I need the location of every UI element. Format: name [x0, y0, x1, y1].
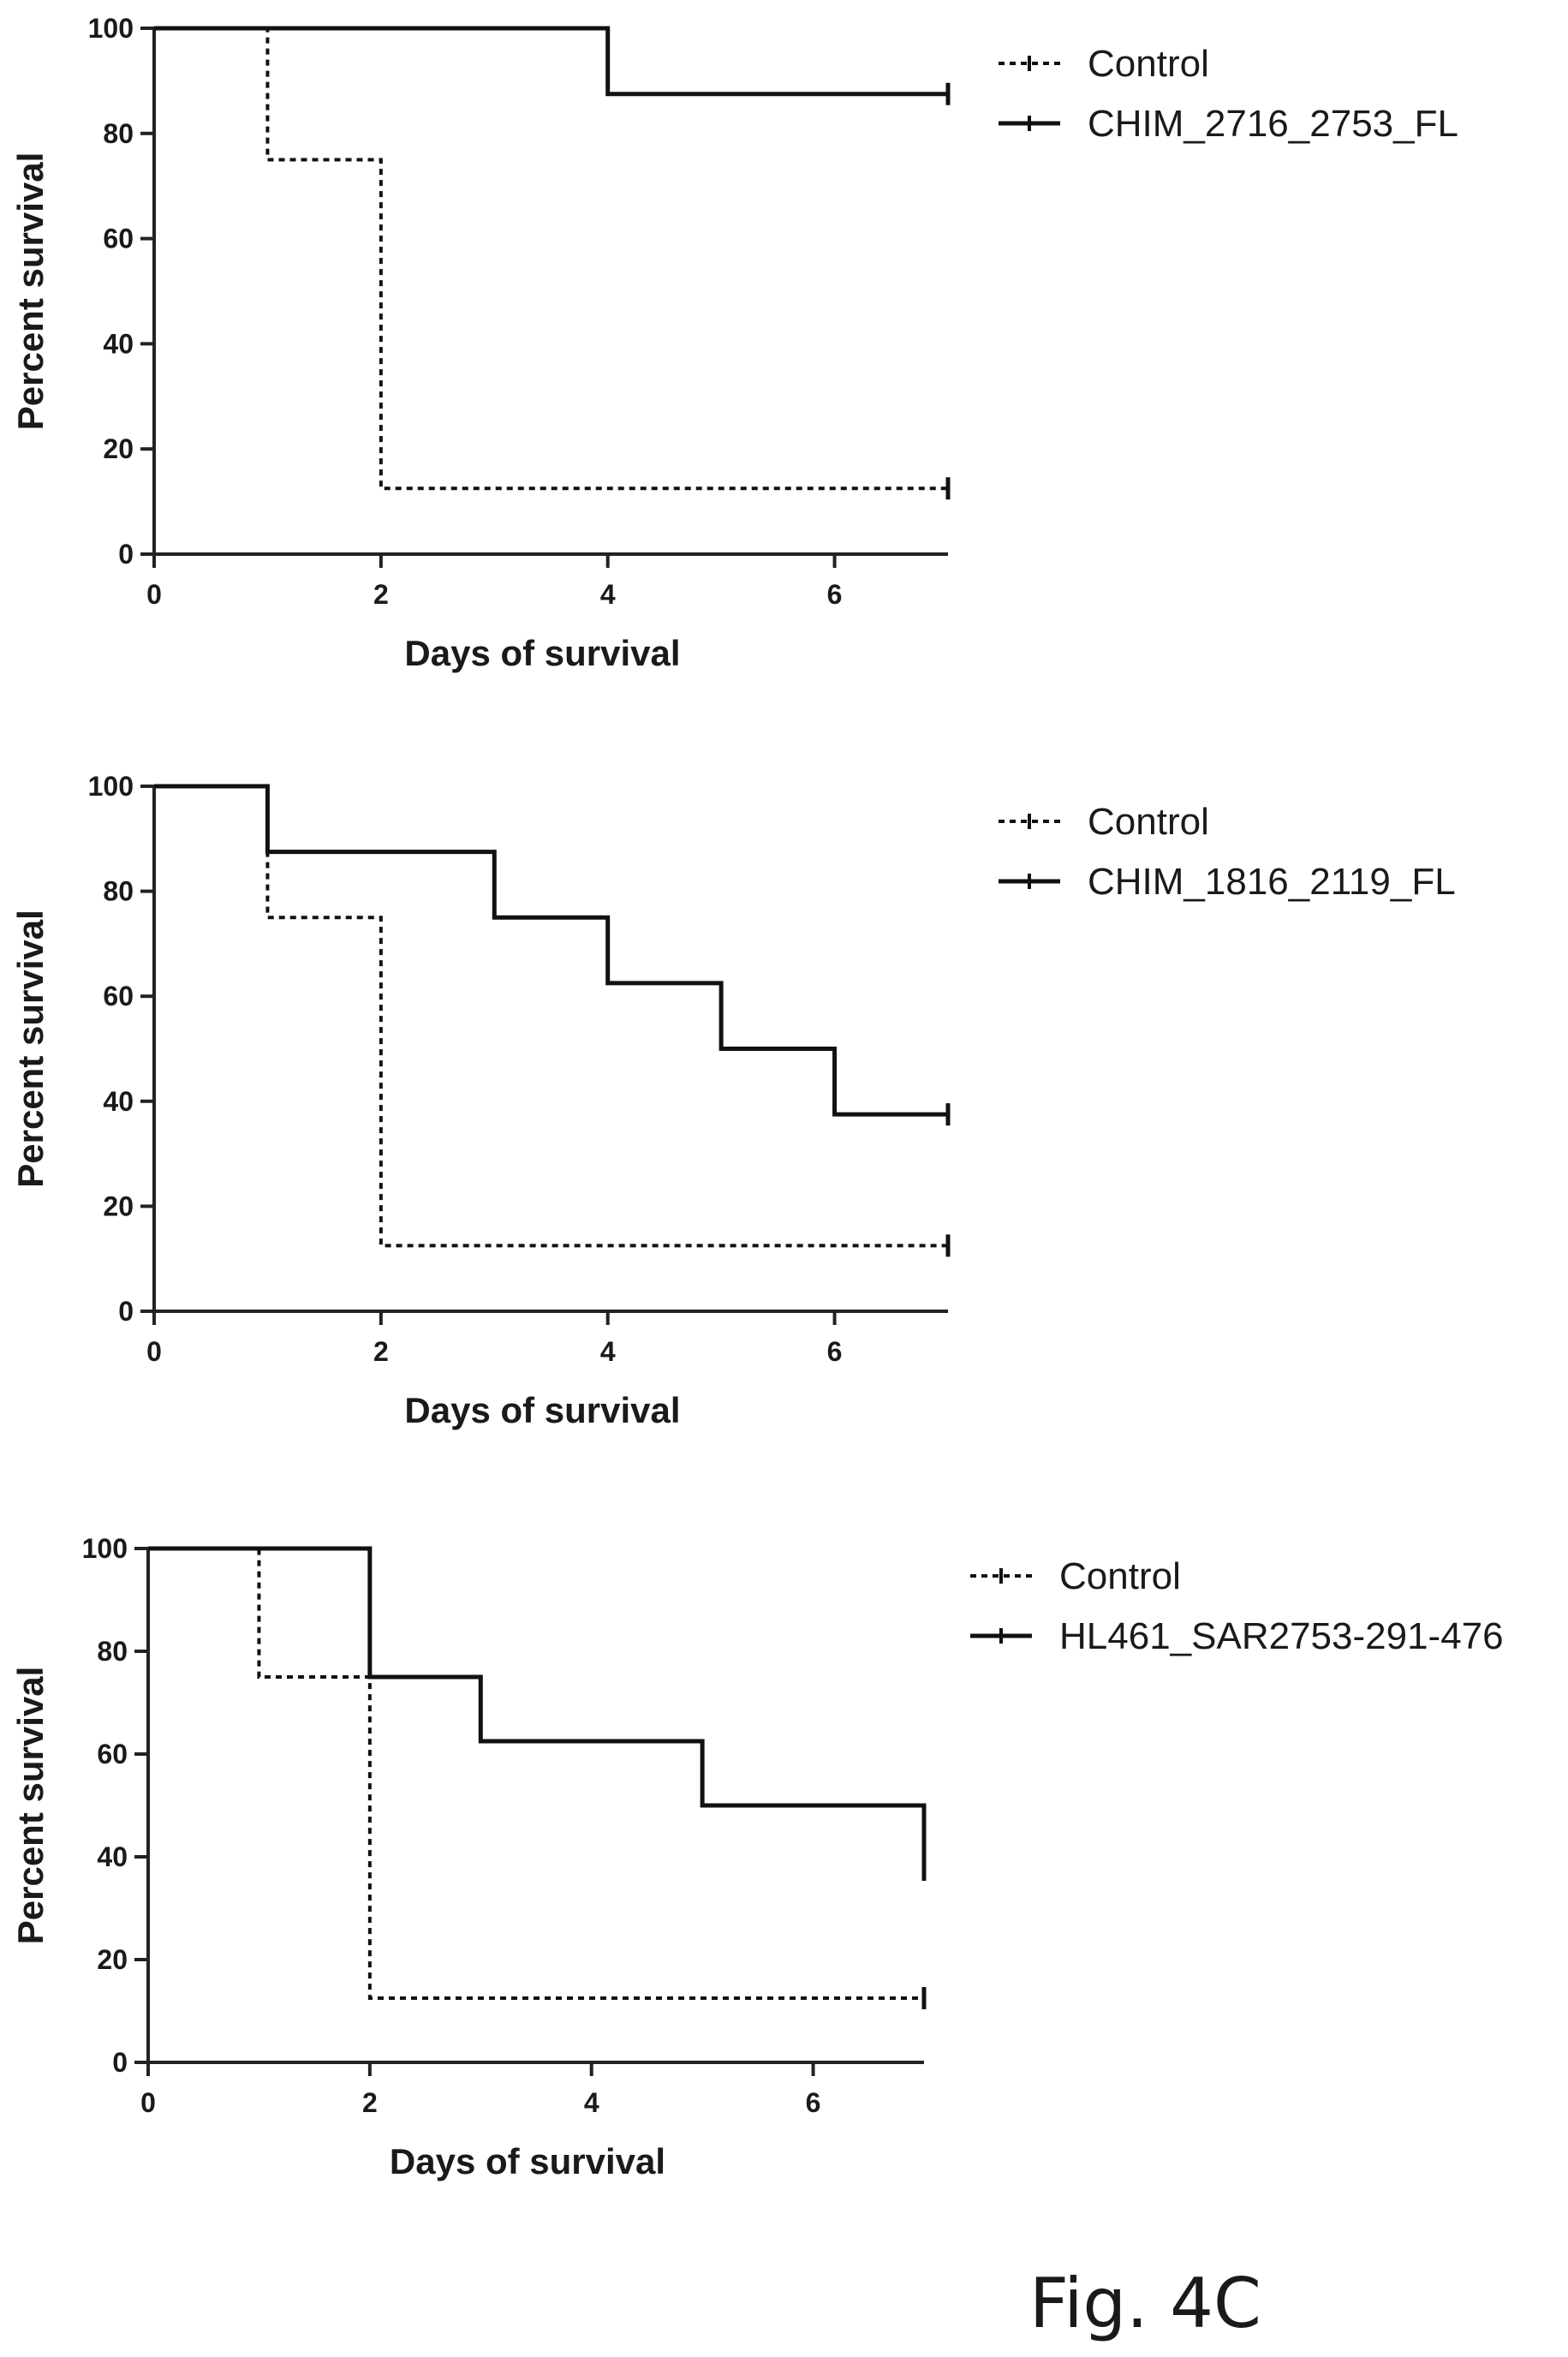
- y-tick-label: 20: [103, 433, 134, 464]
- y-tick-label: 80: [103, 118, 134, 149]
- y-tick-label: 60: [103, 981, 134, 1011]
- chart-3: 0 20 40 60 80 100 0 2 4 6 Days of survival Percent …: [10, 1533, 1504, 2181]
- y-tick-label: 0: [118, 1296, 134, 1327]
- legend-label: Control: [1088, 43, 1209, 85]
- x-tick-label: 4: [584, 2087, 599, 2118]
- y-tick-label: 80: [97, 1636, 128, 1667]
- y-axis-title: Percent survival: [10, 910, 51, 1188]
- series-line-treatment: [148, 1548, 924, 1870]
- y-tick-label: 40: [103, 1086, 134, 1117]
- legend-label: Control: [1088, 801, 1209, 843]
- series-line-treatment: [154, 28, 948, 94]
- y-tick-label: 0: [112, 2047, 128, 2078]
- y-tick-label: 20: [103, 1190, 134, 1221]
- y-tick-label: 100: [82, 1533, 128, 1564]
- y-tick-label: 40: [97, 1841, 128, 1872]
- x-axis-title: Days of survival: [390, 2141, 665, 2181]
- y-tick-label: 100: [88, 771, 134, 802]
- legend-label: HL461_SAR2753-291-476: [1059, 1615, 1504, 1657]
- y-tick-label: 60: [103, 224, 134, 254]
- y-tick-label: 40: [103, 328, 134, 359]
- y-tick-label: 80: [103, 876, 134, 907]
- series-line-control: [148, 1548, 924, 1998]
- x-tick-label: 0: [146, 579, 162, 610]
- legend-label: CHIM_2716_2753_FL: [1088, 103, 1458, 145]
- x-tick-label: 2: [373, 579, 389, 610]
- x-tick-label: 2: [362, 2087, 378, 2118]
- series-line-control: [154, 786, 948, 1245]
- series-line-treatment: [154, 786, 948, 1114]
- x-tick-label: 2: [373, 1336, 389, 1367]
- x-tick-label: 4: [600, 1336, 616, 1367]
- x-tick-label: 0: [140, 2087, 156, 2118]
- y-axis-title: Percent survival: [10, 152, 51, 431]
- chart-1: 0 20 40 60 80 100 0 2 4 6 Days of survival Percent …: [10, 13, 1458, 673]
- x-axis-title: Days of survival: [404, 1390, 680, 1430]
- x-tick-label: 6: [827, 1336, 843, 1367]
- x-axis-title: Days of survival: [404, 633, 680, 673]
- legend-label: CHIM_1816_2119_FL: [1088, 861, 1456, 903]
- x-tick-label: 6: [806, 2087, 821, 2118]
- x-tick-label: 4: [600, 579, 616, 610]
- x-tick-label: 0: [146, 1336, 162, 1367]
- y-tick-label: 100: [88, 13, 134, 44]
- figure-label: Fig. 4C: [1029, 2264, 1261, 2343]
- y-tick-label: 0: [118, 539, 134, 570]
- x-tick-label: 6: [827, 579, 843, 610]
- y-tick-label: 20: [97, 1944, 128, 1975]
- series-line-control: [154, 28, 948, 488]
- chart-2: 0 20 40 60 80 100 0 2 4 6 Days of survival Percent …: [10, 771, 1456, 1430]
- legend-label: Control: [1059, 1555, 1181, 1597]
- y-tick-label: 60: [97, 1739, 128, 1769]
- y-axis-title: Percent survival: [10, 1667, 51, 1945]
